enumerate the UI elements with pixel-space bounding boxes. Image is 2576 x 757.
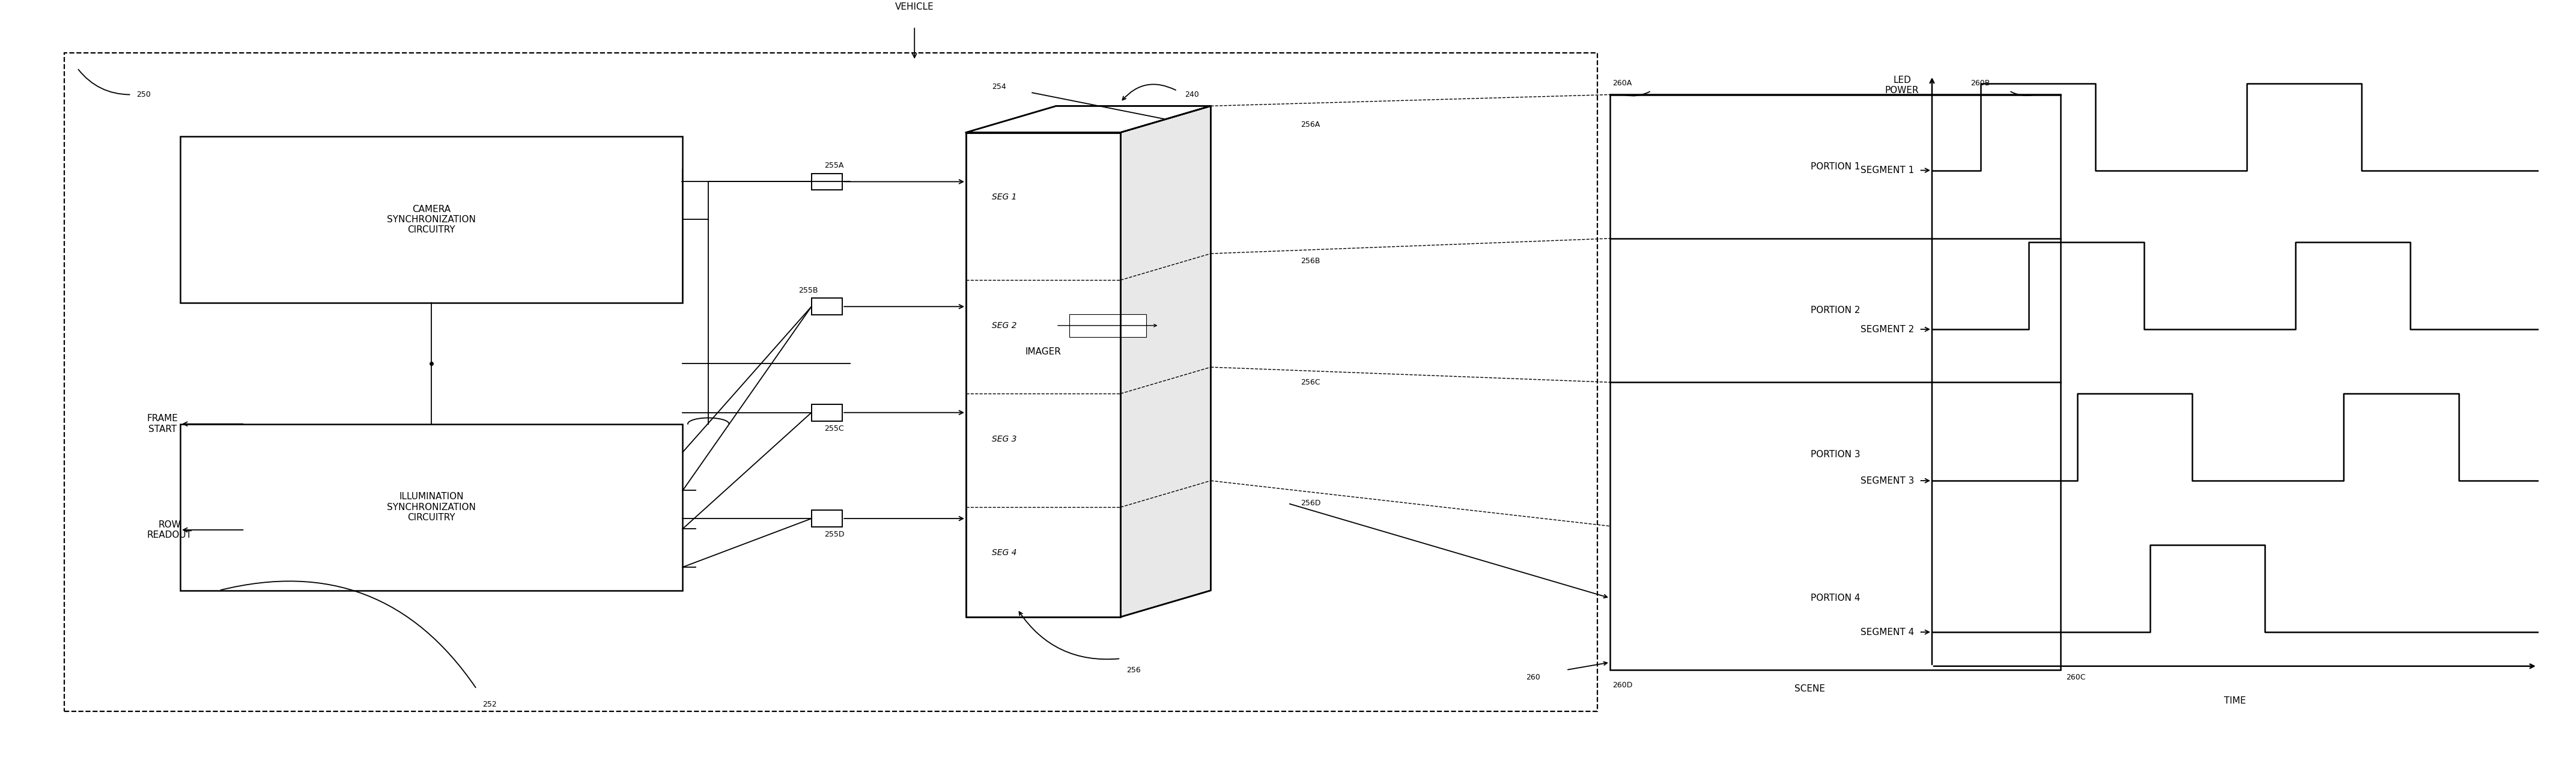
Bar — [811, 404, 842, 421]
Text: 256B: 256B — [1301, 257, 1321, 265]
Text: SEG 2: SEG 2 — [992, 321, 1018, 330]
Text: ROW
READOUT: ROW READOUT — [147, 520, 191, 540]
Polygon shape — [1121, 106, 1211, 617]
Polygon shape — [966, 132, 1121, 617]
Bar — [1610, 95, 2061, 670]
Text: ILLUMINATION
SYNCHRONIZATION
CIRCUITRY: ILLUMINATION SYNCHRONIZATION CIRCUITRY — [386, 492, 477, 522]
Text: 260A: 260A — [1613, 79, 1633, 87]
Text: SEG 4: SEG 4 — [992, 548, 1018, 557]
Text: TIME: TIME — [2223, 696, 2246, 706]
Text: SEG 1: SEG 1 — [992, 192, 1018, 201]
Text: IMAGER: IMAGER — [1025, 347, 1061, 357]
Text: 255B: 255B — [799, 287, 819, 294]
Text: 254: 254 — [992, 83, 1007, 91]
Text: 260B: 260B — [1971, 79, 1991, 87]
Bar — [64, 53, 1597, 712]
Text: LED
POWER: LED POWER — [1886, 76, 1919, 95]
Text: SEGMENT 4: SEGMENT 4 — [1860, 628, 1914, 637]
Bar — [180, 424, 683, 590]
Text: PORTION 1: PORTION 1 — [1811, 162, 1860, 171]
Text: FRAME
START: FRAME START — [147, 414, 178, 434]
Bar — [811, 510, 842, 527]
Text: SEGMENT 2: SEGMENT 2 — [1860, 325, 1914, 334]
Bar — [811, 298, 842, 315]
Text: 255A: 255A — [824, 162, 845, 170]
Text: 240: 240 — [1185, 91, 1200, 98]
Text: 260: 260 — [1525, 674, 1540, 681]
Text: 256A: 256A — [1301, 121, 1321, 129]
Text: 255D: 255D — [824, 531, 845, 538]
Bar — [811, 173, 842, 190]
Text: SEGMENT 3: SEGMENT 3 — [1860, 476, 1914, 485]
Text: PORTION 4: PORTION 4 — [1811, 593, 1860, 603]
Text: 256: 256 — [1126, 666, 1141, 674]
Text: PORTION 2: PORTION 2 — [1811, 306, 1860, 315]
Text: 256D: 256D — [1301, 500, 1321, 507]
Bar — [180, 136, 683, 303]
Text: CAMERA
SYNCHRONIZATION
CIRCUITRY: CAMERA SYNCHRONIZATION CIRCUITRY — [386, 204, 477, 235]
Text: 260D: 260D — [1613, 681, 1633, 689]
Text: 260C: 260C — [2066, 674, 2087, 681]
Polygon shape — [966, 106, 1211, 132]
Text: SCENE: SCENE — [1795, 684, 1824, 693]
Text: PORTION 3: PORTION 3 — [1811, 450, 1860, 459]
Text: SEGMENT 1: SEGMENT 1 — [1860, 166, 1914, 175]
Text: 250: 250 — [137, 91, 152, 98]
Bar — [1069, 314, 1146, 337]
Text: 256C: 256C — [1301, 378, 1321, 386]
Text: 255C: 255C — [824, 425, 845, 432]
Text: 252: 252 — [482, 700, 497, 708]
Text: VEHICLE: VEHICLE — [894, 2, 935, 11]
Text: SEG 3: SEG 3 — [992, 435, 1018, 444]
